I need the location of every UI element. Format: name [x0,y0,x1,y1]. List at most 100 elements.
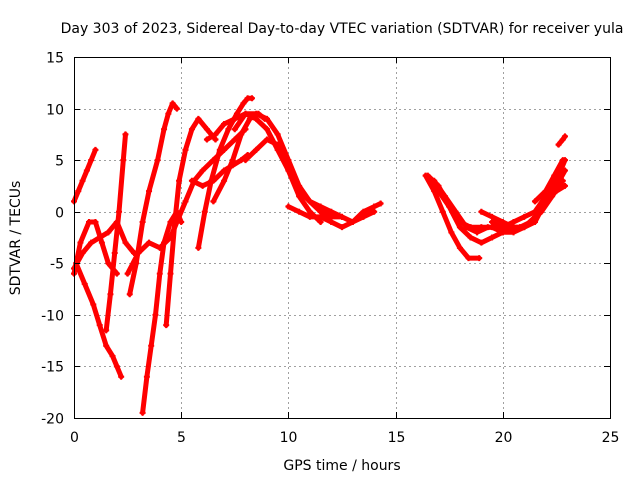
data-point [173,105,180,112]
data-point [253,115,260,122]
data-point [188,177,195,184]
data-point [113,363,120,370]
data-point [167,270,174,277]
data-point [103,342,110,349]
data-point [154,157,161,164]
data-point [561,133,568,140]
data-point [371,208,378,215]
data-point [478,208,485,215]
x-axis-label: GPS time / hours [283,458,400,474]
data-point [339,224,345,231]
data-point [489,234,496,241]
data-point [203,136,210,143]
data-point [116,208,123,215]
data-point [90,301,97,308]
y-tick-label: 5 [55,154,64,170]
data-point [285,203,292,210]
data-point [531,219,538,226]
data-point [212,136,219,143]
data-point [377,200,384,207]
data-point [242,110,249,117]
data-point [240,100,247,107]
data-point [306,198,313,205]
data-point [182,146,189,153]
data-point [201,208,208,215]
data-point [77,239,84,246]
data-point [113,219,120,226]
data-point [328,213,335,220]
data-point [476,255,483,262]
data-point [542,193,549,200]
data-point [221,177,228,184]
data-point [439,208,446,215]
data-point [120,157,127,164]
y-tick-label: 10 [46,103,64,119]
data-point [510,219,517,226]
data-point [561,182,568,189]
data-point [195,244,202,251]
data-point [360,213,367,220]
data-point [274,131,281,138]
data-point [328,208,335,215]
data-point [328,219,335,226]
data-point [103,327,110,334]
data-point [317,213,324,220]
data-point [96,234,103,241]
series-arc1 [71,147,98,204]
data-point [248,95,255,102]
data-point [478,239,485,246]
data-point [199,182,206,189]
data-point [456,244,463,251]
data-point [263,136,270,143]
data-point [499,219,506,226]
data-point [274,141,281,148]
data-point [139,219,146,226]
x-tick-label: 15 [388,430,406,446]
x-tick-label: 25 [602,430,620,446]
data-point [521,213,528,220]
data-point [176,177,183,184]
data-point [371,203,378,210]
data-point [499,224,506,231]
data-point [555,141,562,148]
data-point [551,172,558,179]
data-point [360,208,367,215]
data-point [424,172,431,179]
data-point [210,198,217,205]
data-point [339,213,345,220]
data-point [253,110,260,117]
data-point [306,208,313,215]
data-point [143,373,150,380]
data-point [221,121,228,128]
data-point [195,115,202,122]
data-point [124,270,131,277]
series-layer [71,95,568,416]
series-arc23 [532,157,566,204]
data-point [467,234,474,241]
data-point [122,239,129,246]
data-point [306,213,313,220]
series-arc16 [285,201,384,230]
data-point [229,157,236,164]
data-point [238,131,245,138]
data-point [489,219,496,226]
data-point [263,115,270,122]
data-point [510,224,517,231]
data-point [542,188,549,195]
data-point [98,239,105,246]
data-point [92,219,99,226]
data-point [146,188,153,195]
data-point [167,234,174,241]
series-arc4 [103,131,128,333]
y-tick-label: 0 [55,206,64,222]
data-point [317,208,324,215]
data-point [489,213,496,220]
data-point [75,188,82,195]
data-point [531,208,538,215]
data-point [135,249,142,256]
data-point [317,219,324,226]
data-point [559,157,566,164]
data-point [456,224,463,231]
data-point [86,219,93,226]
x-tick-label: 10 [280,430,298,446]
